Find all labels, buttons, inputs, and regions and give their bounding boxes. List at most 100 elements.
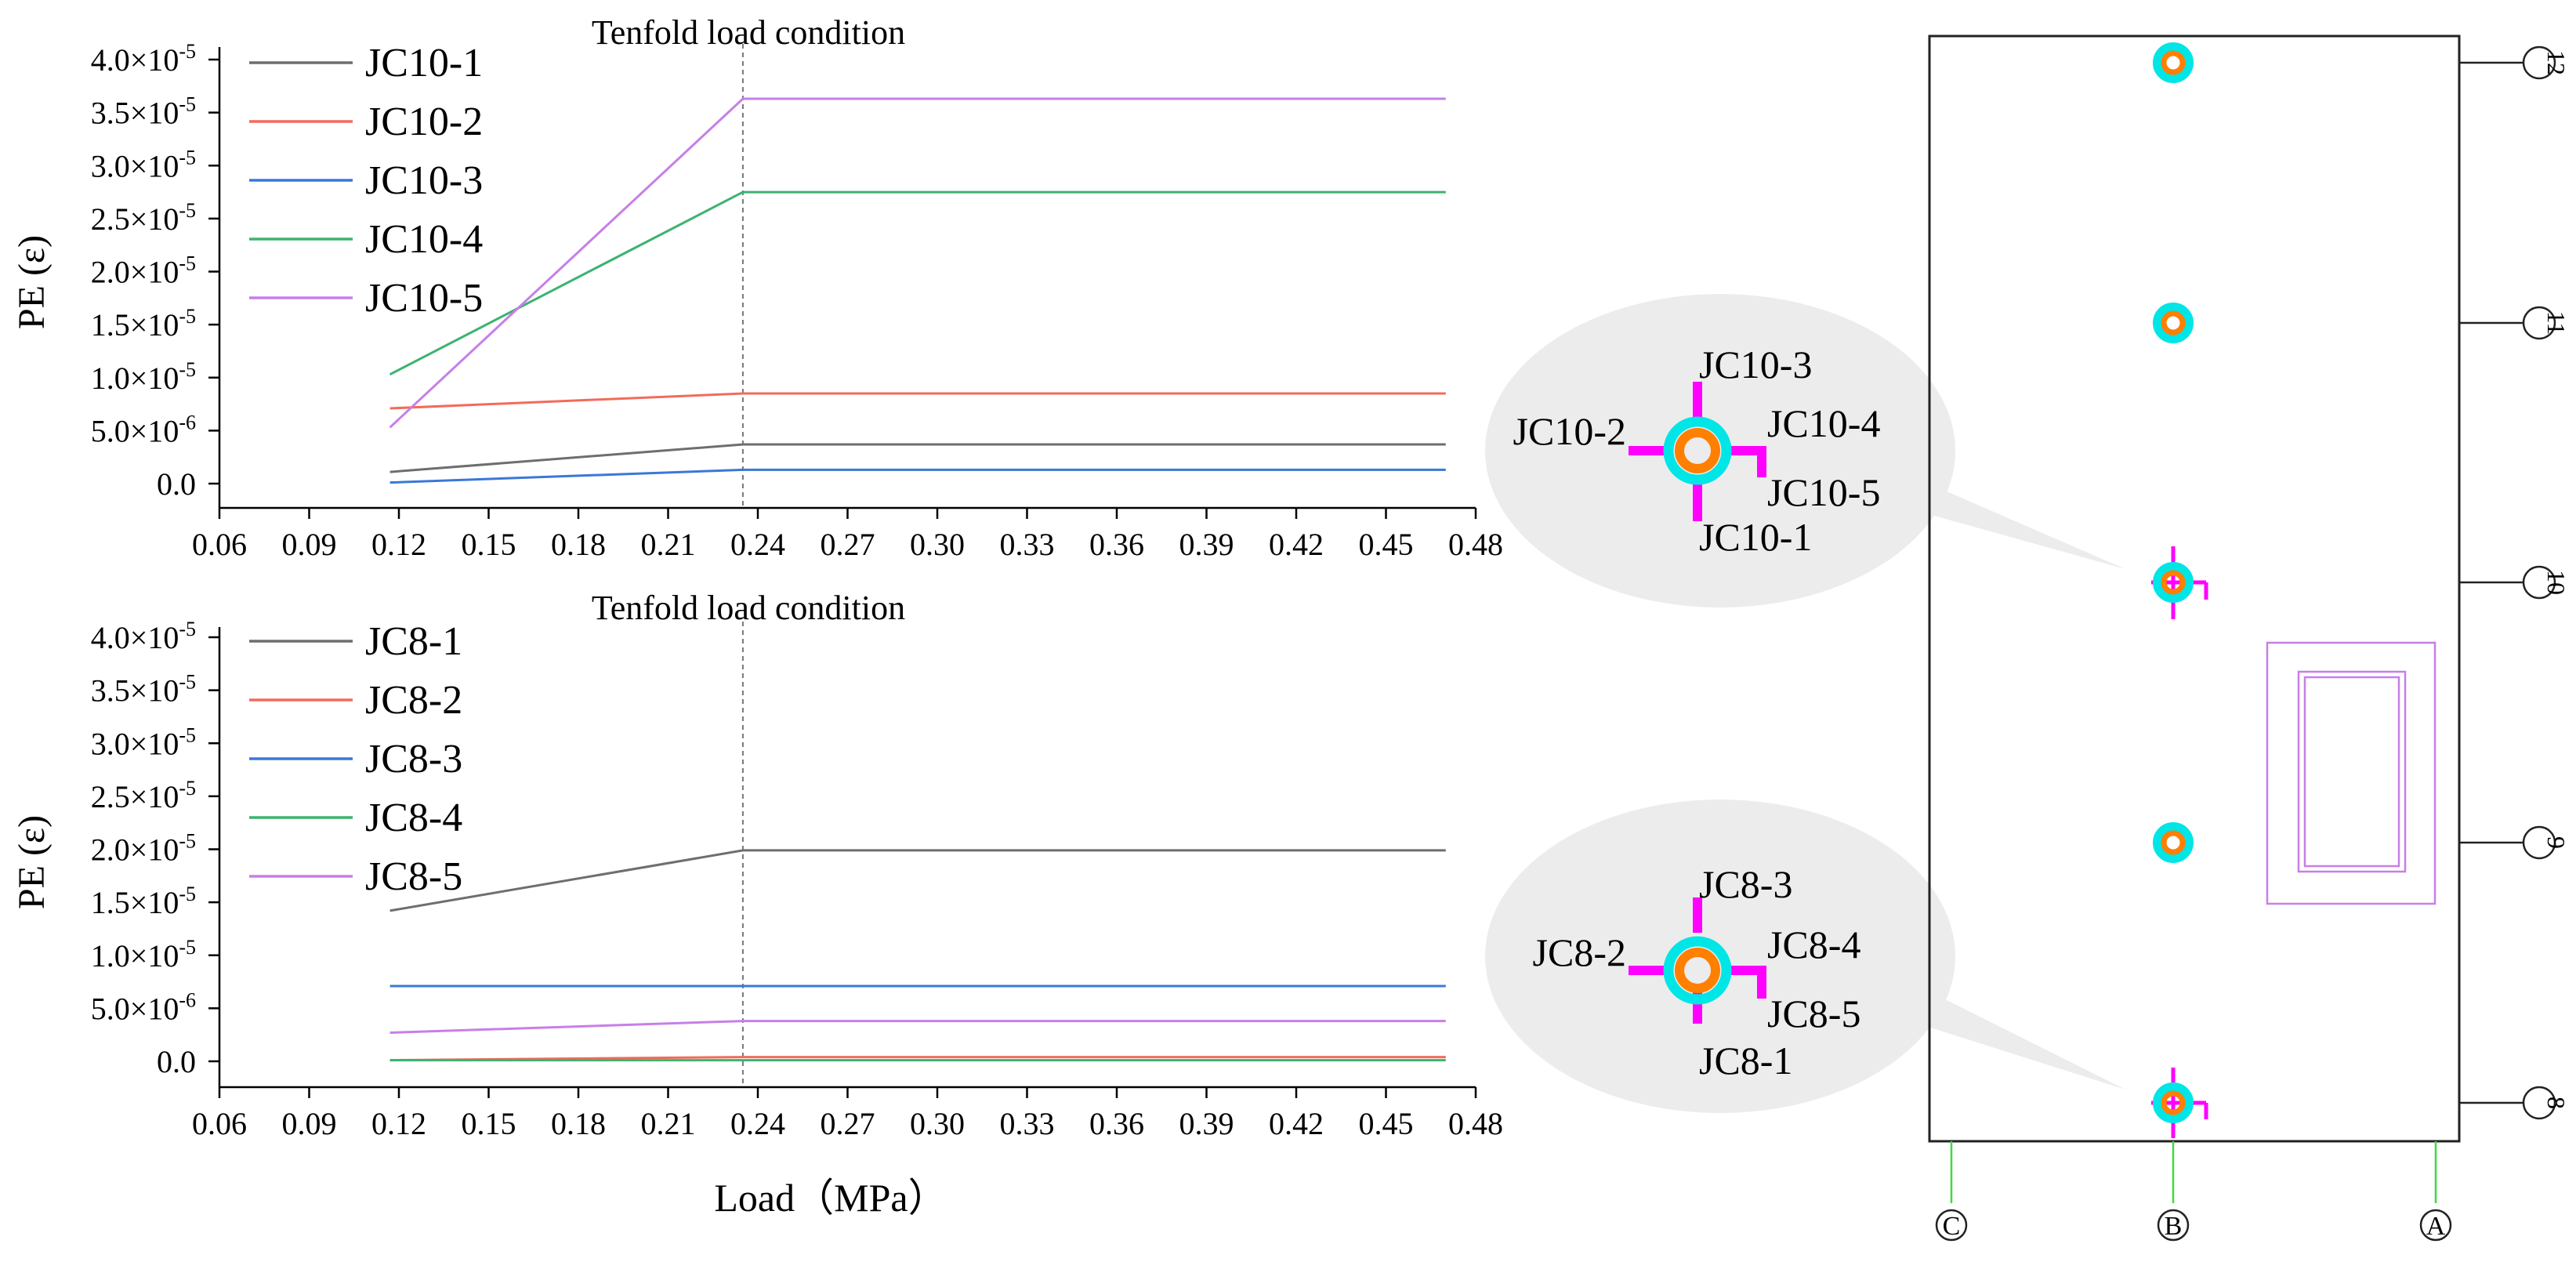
x-tick-label: 0.45 xyxy=(1359,527,1414,562)
axis-label-10: 10 xyxy=(2542,570,2571,595)
axis-row-12: 12 xyxy=(2459,45,2571,80)
legend-label: JC8-5 xyxy=(365,854,462,899)
legend-label: JC8-4 xyxy=(365,796,462,840)
legend-label: JC10-5 xyxy=(365,276,483,321)
x-tick-label: 0.30 xyxy=(910,527,965,562)
x-tick-label: 0.06 xyxy=(192,527,247,562)
y-tick-label: 2.5×10-5 xyxy=(91,199,196,237)
column-12 xyxy=(2153,42,2194,83)
y-tick-label: 1.0×10-5 xyxy=(91,358,196,396)
column-11 xyxy=(2153,303,2194,343)
y-axis-label: PE (ε) xyxy=(11,815,53,909)
gauge-label-top: JC8-3 xyxy=(1699,862,1792,906)
y-tick-label: 3.0×10-5 xyxy=(91,146,196,183)
opening-inner xyxy=(2303,676,2400,868)
x-tick-label: 0.15 xyxy=(462,1106,516,1141)
y-tick-label: 0.0 xyxy=(157,1044,196,1079)
x-tick-label: 0.06 xyxy=(192,1106,247,1141)
gauge-label-right: JC8-4 xyxy=(1767,923,1860,966)
y-tick-label: 3.5×10-5 xyxy=(91,671,196,709)
gauge-label-left: JC8-2 xyxy=(1533,930,1626,974)
column-9 xyxy=(2153,822,2194,863)
series-line-jc10-4 xyxy=(389,190,1446,376)
x-tick-label: 0.48 xyxy=(1448,1106,1503,1141)
y-tick-label: 1.5×10-5 xyxy=(91,305,196,343)
x-tick-label: 0.33 xyxy=(1000,1106,1055,1141)
x-tick-label: 0.18 xyxy=(551,527,606,562)
y-tick-label: 2.5×10-5 xyxy=(91,777,196,814)
x-tick-label: 0.42 xyxy=(1269,527,1324,562)
series-line-jc8-5 xyxy=(389,1020,1446,1034)
legend-label: JC8-1 xyxy=(365,619,462,664)
y-tick-label: 3.5×10-5 xyxy=(91,93,196,131)
x-tick-label: 0.24 xyxy=(730,527,785,562)
x-tick-label: 0.39 xyxy=(1179,527,1234,562)
column-10-gauged xyxy=(2151,546,2208,619)
x-tick-label: 0.30 xyxy=(910,1106,965,1141)
axis-label-b: B xyxy=(2165,1212,2183,1241)
x-tick-label: 0.09 xyxy=(282,527,337,562)
gauge-label-right-lower: JC8-5 xyxy=(1767,992,1860,1035)
axis-row-10: 10 xyxy=(2459,565,2571,600)
legend-label: JC10-1 xyxy=(365,41,483,85)
y-tick-label: 0.0 xyxy=(157,466,196,502)
axis-bubble-b: B xyxy=(2157,1209,2190,1242)
x-tick-label: 0.18 xyxy=(551,1106,606,1141)
column-8-gauged xyxy=(2151,1068,2208,1138)
axis-label-8: 8 xyxy=(2542,1097,2571,1109)
y-tick-label: 4.0×10-5 xyxy=(91,618,196,655)
x-tick-label: 0.21 xyxy=(641,1106,696,1141)
x-tick-label: 0.21 xyxy=(641,527,696,562)
callout-detail-jc8: JC8-3 JC8-2 JC8-4 JC8-5 JC8-1 xyxy=(1533,862,1861,1082)
x-tick-label: 0.48 xyxy=(1448,527,1503,562)
opening-outer xyxy=(2266,641,2437,905)
y-axis-label: PE (ε) xyxy=(11,235,53,329)
x-tick-label: 0.09 xyxy=(282,1106,337,1141)
y-tick-label: 2.0×10-5 xyxy=(91,830,196,868)
x-tick-label: 0.15 xyxy=(462,527,516,562)
legend-label: JC10-3 xyxy=(365,158,483,203)
x-axis-label: Load（MPa） xyxy=(714,1176,947,1220)
y-tick-label: 1.0×10-5 xyxy=(91,936,196,974)
x-tick-label: 0.27 xyxy=(821,1106,875,1141)
axis-bubble-a: A xyxy=(2419,1209,2452,1242)
callout-detail-jc10: JC10-3 JC10-2 JC10-4 JC10-5 JC10-1 xyxy=(1513,343,1881,559)
x-tick-label: 0.33 xyxy=(1000,527,1055,562)
legend-label: JC8-2 xyxy=(365,678,462,723)
legend-label: JC8-3 xyxy=(365,737,462,781)
opening-frame xyxy=(2297,670,2407,873)
gauge-label-right: JC10-4 xyxy=(1767,401,1880,445)
y-ticks: 4.0×10-5 3.5×10-5 3.0×10-5 2.5×10-5 2.0×10-5… xyxy=(91,618,219,1079)
x-tick-label: 0.12 xyxy=(371,527,426,562)
series-line-jc8-1 xyxy=(389,849,1446,912)
axis-label-9: 9 xyxy=(2542,836,2571,849)
x-ticks: 0.06 0.09 0.12 0.15 0.18 0.21 0.24 0.27 0.30 0.33… xyxy=(192,508,1503,562)
axis-label-11: 11 xyxy=(2542,311,2571,335)
gauge-label-right-lower: JC10-5 xyxy=(1767,470,1880,514)
legend-label: JC10-4 xyxy=(365,217,483,262)
y-ticks: 4.0×10-5 3.5×10-5 3.0×10-5 2.5×10-5 2.0×10-5… xyxy=(91,40,219,502)
axis-row-11: 11 xyxy=(2459,306,2571,340)
series-line-jc10-2 xyxy=(389,392,1446,410)
axis-row-8: 8 xyxy=(2459,1086,2571,1120)
y-tick-label: 5.0×10-6 xyxy=(91,988,196,1026)
plot-area xyxy=(389,44,1446,508)
plot-area xyxy=(389,622,1446,1087)
y-tick-label: 4.0×10-5 xyxy=(91,40,196,78)
gauge-label-left: JC10-2 xyxy=(1513,409,1626,453)
gauge-label-bottom: JC8-1 xyxy=(1699,1039,1792,1082)
y-tick-label: 2.0×10-5 xyxy=(91,252,196,290)
x-tick-label: 0.42 xyxy=(1269,1106,1324,1141)
legend-label: JC10-2 xyxy=(365,100,483,144)
legend: JC10-1 JC10-2 JC10-3 JC10-4 JC10-5 xyxy=(249,41,483,321)
x-tick-label: 0.36 xyxy=(1089,1106,1144,1141)
y-tick-label: 5.0×10-6 xyxy=(91,411,196,448)
gauge-label-bottom: JC10-1 xyxy=(1699,515,1812,559)
x-tick-label: 0.36 xyxy=(1089,527,1144,562)
x-tick-label: 0.27 xyxy=(821,527,875,562)
chart-jc8: Tenfold load condition PE (ε) 4.0×10-5 3.… xyxy=(11,589,1503,1220)
series-line-jc10-3 xyxy=(389,468,1446,484)
gauge-label-top: JC10-3 xyxy=(1699,343,1812,386)
